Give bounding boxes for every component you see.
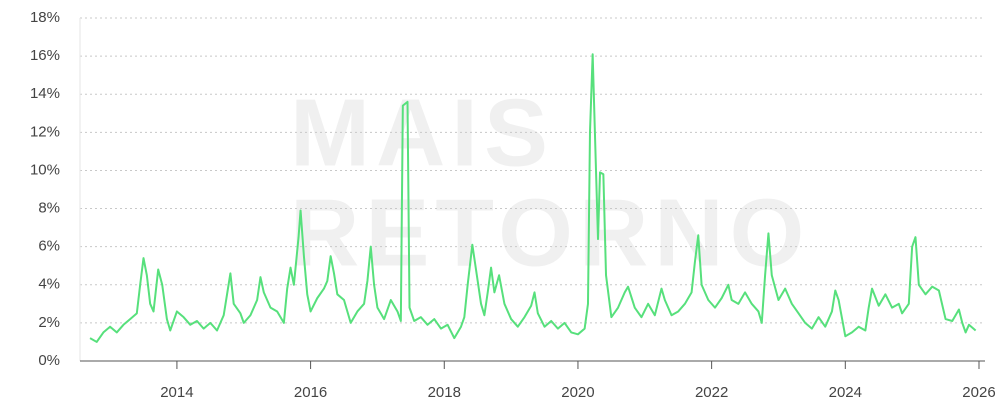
line [89,53,977,343]
y-tick-label: 12% [30,123,60,140]
x-tick-label: 2014 [160,384,193,401]
x-tick-label: 2022 [695,384,728,401]
y-tick-label: 0% [38,352,60,369]
y-tick-label: 6% [38,238,60,255]
y-tick-label: 16% [30,47,60,64]
watermark: RETORNO [290,179,810,286]
y-tick-label: 8% [38,200,60,217]
y-tick-label: 4% [38,276,60,293]
y-tick-label: 2% [38,314,60,331]
y-tick-label: 18% [30,9,60,26]
watermark: MAIS [290,79,554,186]
x-tick-label: 2024 [829,384,862,401]
x-tick-label: 2016 [294,384,327,401]
x-tick-label: 2026 [962,384,995,401]
x-tick-label: 2018 [428,384,461,401]
x-tick-label: 2020 [561,384,594,401]
y-tick-label: 10% [30,161,60,178]
y-tick-label: 14% [30,85,60,102]
